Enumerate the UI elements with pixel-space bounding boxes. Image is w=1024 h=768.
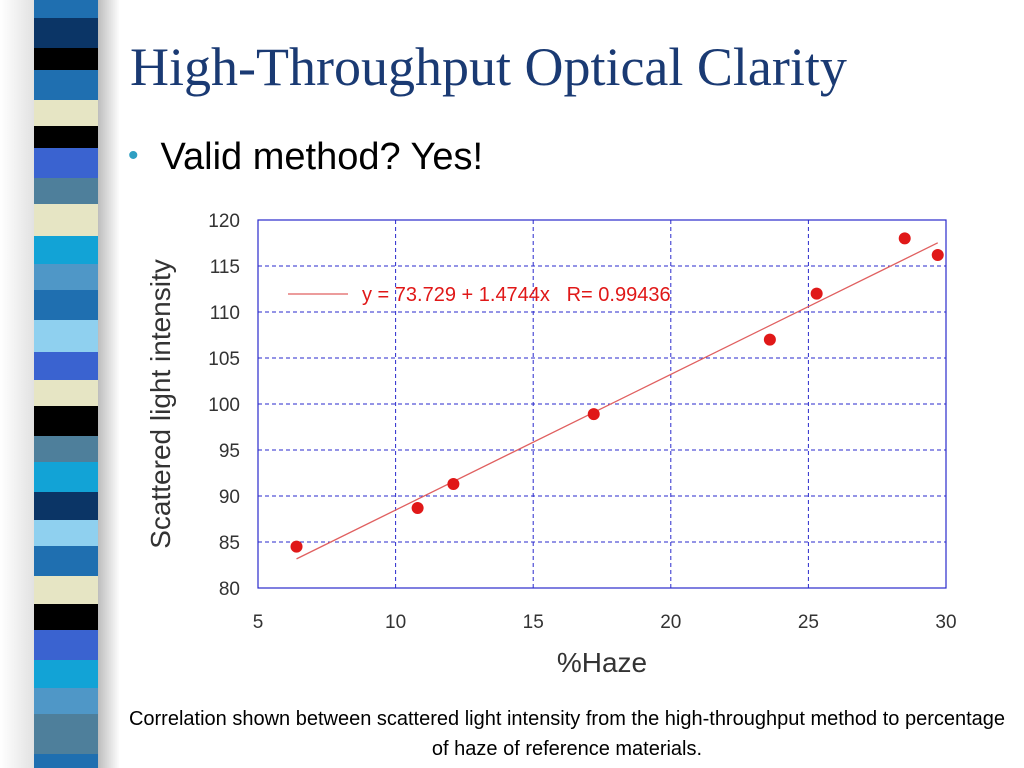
data-points (290, 232, 944, 553)
y-tick-label: 90 (219, 487, 240, 508)
data-point (931, 248, 944, 261)
strip-block (34, 178, 98, 204)
data-point (411, 501, 424, 514)
strip-block (34, 380, 98, 406)
strip-block (34, 520, 98, 546)
strip-block (34, 492, 98, 520)
strip-block (34, 126, 98, 148)
bullet-item: • Valid method? Yes! (128, 132, 483, 181)
x-tick-label: 5 (253, 612, 264, 633)
strip-block (34, 100, 98, 126)
strip-shade (98, 0, 120, 768)
y-tick-label: 115 (210, 257, 240, 278)
y-tick-label: 80 (219, 579, 240, 600)
strip-block (34, 576, 98, 604)
strip-block (34, 48, 98, 70)
strip-shade (0, 0, 34, 768)
y-tick-label: 95 (219, 441, 240, 462)
figure-caption: Correlation shown between scattered ligh… (128, 708, 1006, 760)
grid-lines (258, 220, 946, 588)
slide-title: High-Throughput Optical Clarity (130, 37, 847, 97)
strip-block (34, 320, 98, 352)
scatter-chart: 5 10 15 20 25 30 80 85 90 95 100 105 110 115 120 y = 7… (145, 211, 957, 678)
data-point (587, 408, 600, 421)
strip-block (34, 406, 98, 436)
strip-block (34, 236, 98, 264)
strip-block (34, 0, 98, 18)
strip-block (34, 264, 98, 290)
y-tick-label: 105 (208, 349, 240, 370)
bullet-text: Valid method? Yes! (160, 136, 484, 178)
legend-label: y = 73.729 + 1.4744x R= 0.99436 (362, 284, 671, 306)
x-tick-label: 30 (935, 612, 956, 633)
legend: y = 73.729 + 1.4744x R= 0.99436 (288, 284, 671, 306)
strip-block (34, 290, 98, 320)
tick-labels: 5 10 15 20 25 30 80 85 90 95 100 105 110 115 120 (208, 211, 956, 633)
x-axis-label: %Haze (557, 647, 647, 678)
data-point (290, 540, 303, 553)
strip-block (34, 436, 98, 462)
strip-block (34, 660, 98, 688)
y-axis-label: Scattered light intensity (145, 259, 176, 549)
strip-block (34, 714, 98, 754)
x-tick-label: 10 (385, 612, 406, 633)
y-tick-label: 100 (208, 395, 240, 416)
strip-block (34, 688, 98, 714)
strip-block (34, 18, 98, 48)
strip-block (34, 604, 98, 630)
strip-block (34, 70, 98, 100)
fit-line (296, 242, 939, 560)
data-point (898, 232, 911, 245)
strip-block (34, 204, 98, 236)
strip-block (34, 546, 98, 576)
bullet-dot-icon: • (128, 139, 139, 172)
decorative-side-strip (0, 0, 120, 768)
strip-block (34, 148, 98, 178)
data-point (447, 478, 460, 491)
x-tick-label: 15 (523, 612, 544, 633)
y-tick-label: 85 (219, 533, 240, 554)
strip-block (34, 754, 98, 768)
x-tick-label: 20 (660, 612, 681, 633)
data-point (763, 333, 776, 346)
strip-block (34, 352, 98, 380)
strip-block (34, 630, 98, 660)
x-tick-label: 25 (798, 612, 819, 633)
y-tick-label: 110 (210, 303, 240, 324)
data-point (810, 287, 823, 300)
strip-block (34, 462, 98, 492)
y-tick-label: 120 (208, 211, 240, 232)
